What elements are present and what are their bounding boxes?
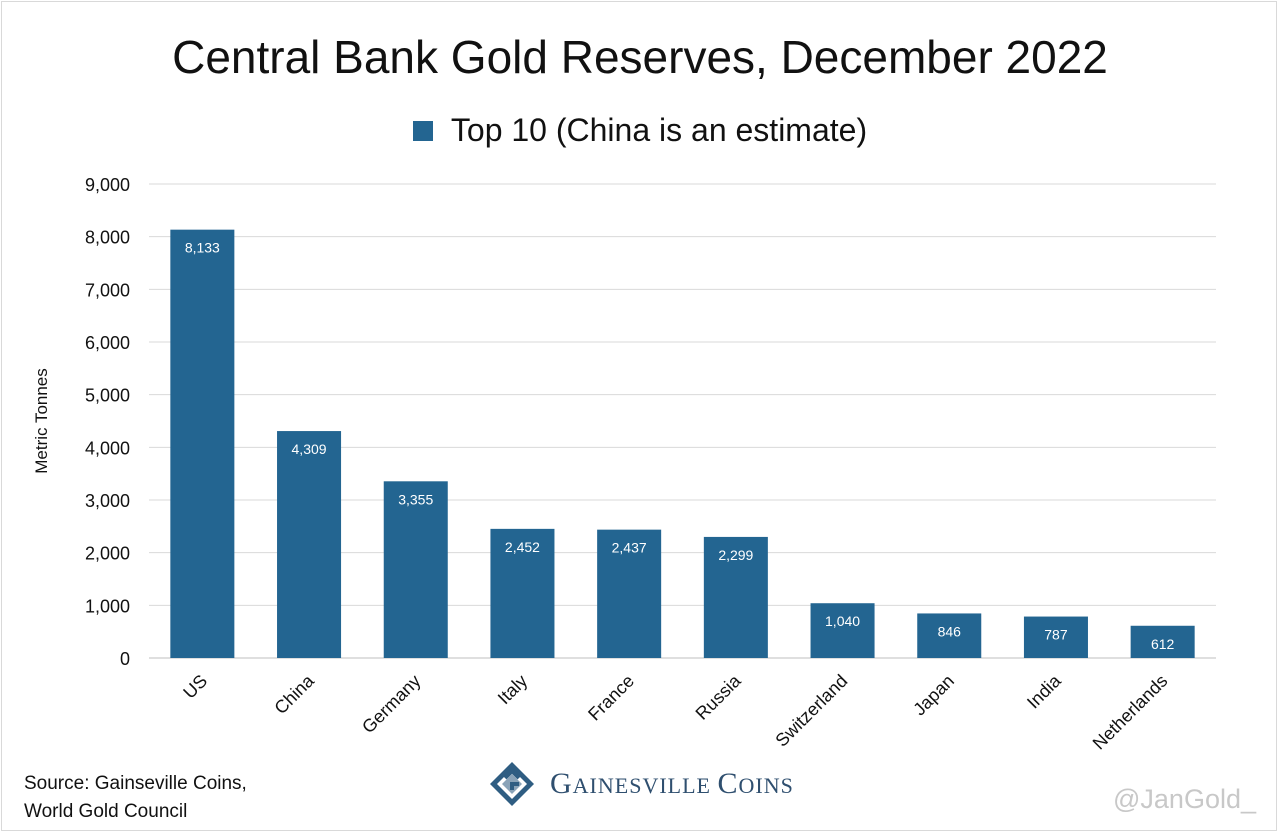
data-label: 2,452 <box>505 539 540 555</box>
chart-title: Central Bank Gold Reserves, December 202… <box>172 31 1108 83</box>
watermark: @JanGold_ <box>1113 784 1256 814</box>
y-axis-label: Metric Tonnes <box>32 368 51 474</box>
bar-germany <box>383 481 448 658</box>
bar-japan <box>917 613 982 658</box>
legend-label: Top 10 (China is an estimate) <box>450 112 868 148</box>
x-tick-label: France <box>584 671 638 725</box>
x-tick-label: Germany <box>358 671 424 737</box>
data-label: 4,309 <box>292 441 327 457</box>
data-label: 612 <box>1151 636 1175 652</box>
data-label: 846 <box>938 623 962 639</box>
bar-china <box>277 431 342 658</box>
data-label: 1,040 <box>825 613 860 629</box>
y-tick-label: 9,000 <box>85 175 130 195</box>
x-tick-label: Switzerland <box>771 671 851 751</box>
bar-us <box>170 229 235 659</box>
bar-netherlands <box>1130 625 1195 658</box>
x-tick-label: US <box>179 671 211 703</box>
y-tick-label: 1,000 <box>85 596 130 616</box>
data-label: 2,437 <box>612 540 647 556</box>
y-tick-label: 8,000 <box>85 228 130 248</box>
gainesville-coins-logo-icon <box>490 762 534 806</box>
data-label: 3,355 <box>398 491 433 507</box>
bar-france <box>597 529 662 658</box>
data-label: 8,133 <box>185 240 220 256</box>
logo-text: GAINESVILLE COINS <box>550 767 794 800</box>
bar-italy <box>490 528 555 658</box>
x-tick-label: Russia <box>692 670 746 724</box>
bar-switzerland <box>810 603 875 658</box>
y-tick-label: 3,000 <box>85 491 130 511</box>
gainesville-coins-logo: GAINESVILLE COINS <box>488 760 794 808</box>
x-tick-label: Japan <box>909 671 958 720</box>
y-tick-label: 4,000 <box>85 438 130 458</box>
source-note: Source: Gainseville Coins, World Gold Co… <box>24 770 247 826</box>
data-label: 2,299 <box>718 547 753 563</box>
x-tick-label: Italy <box>494 671 531 708</box>
x-tick-label: India <box>1023 670 1065 712</box>
legend-swatch <box>412 120 433 141</box>
y-tick-label: 5,000 <box>85 386 130 406</box>
bar-india <box>1023 616 1088 658</box>
y-tick-label: 2,000 <box>85 544 130 564</box>
y-tick-label: 6,000 <box>85 333 130 353</box>
x-tick-label: China <box>270 670 318 718</box>
source-line-2: World Gold Council <box>24 801 188 822</box>
x-tick-label: Netherlands <box>1089 671 1172 754</box>
legend: Top 10 (China is an estimate) <box>0 112 1280 149</box>
data-label: 787 <box>1044 627 1068 643</box>
bar-russia <box>703 536 768 658</box>
source-line-1: Source: Gainseville Coins, <box>24 773 247 794</box>
y-tick-label: 0 <box>120 649 130 669</box>
y-tick-label: 7,000 <box>85 280 130 300</box>
